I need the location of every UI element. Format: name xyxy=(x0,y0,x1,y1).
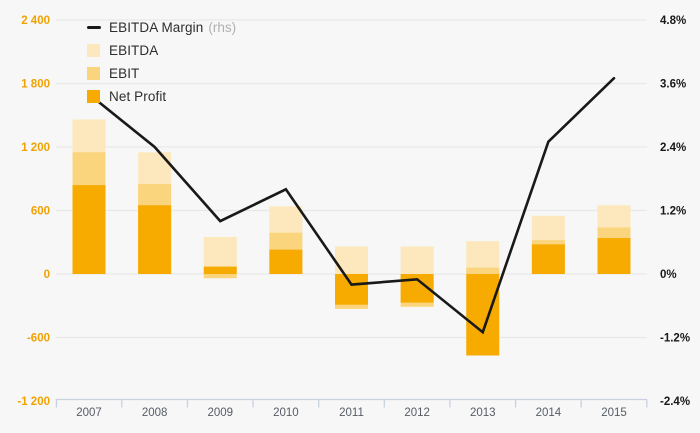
bar-net-profit-2008 xyxy=(138,205,172,274)
legend-label-ebitda-margin: EBITDA Margin xyxy=(109,19,204,35)
x-axis-label-2014: 2014 xyxy=(536,407,562,419)
ebitda-margin-line xyxy=(87,76,616,335)
legend-label-net-profit: Net Profit xyxy=(109,88,167,104)
line-swatch-icon xyxy=(87,25,101,29)
legend-suffix-rhs: (rhs) xyxy=(208,19,237,35)
right-axis-tick-label: 3.6% xyxy=(660,79,686,91)
legend-item-net-profit[interactable]: Net Profit xyxy=(87,88,236,104)
bar-net-profit-2009 xyxy=(203,266,237,274)
bar-net-profit-2014 xyxy=(531,244,565,274)
legend-item-ebit[interactable]: EBIT xyxy=(87,65,236,81)
legend-item-ebitda-margin[interactable]: EBITDA Margin (rhs) xyxy=(87,19,236,35)
net-profit-swatch-icon xyxy=(87,89,100,103)
x-axis-label-2015: 2015 xyxy=(601,407,627,419)
x-axis-label-2011: 2011 xyxy=(339,407,364,419)
x-axis-label-2008: 2008 xyxy=(142,407,168,419)
left-axis-tick-label: 2 400 xyxy=(21,15,50,27)
legend-item-ebitda[interactable]: EBITDA xyxy=(87,42,236,58)
left-axis-tick-label: 0 xyxy=(44,269,50,281)
bar-net-profit-2013 xyxy=(466,274,500,356)
bar-net-profit-2007 xyxy=(72,185,106,274)
right-axis-tick-label: -1.2% xyxy=(660,333,690,345)
left-axis-tick-label: -600 xyxy=(27,333,50,345)
ebit-swatch-icon xyxy=(87,66,100,80)
bar-ebit-2009 xyxy=(203,274,237,279)
x-axis-label-2007: 2007 xyxy=(76,407,102,419)
right-axis-tick-label: 2.4% xyxy=(660,142,686,154)
ebitda-swatch-icon xyxy=(87,43,100,57)
left-axis-tick-label: 1 800 xyxy=(21,79,50,91)
legend-label-ebitda: EBITDA xyxy=(109,42,159,58)
bar-net-profit-2011 xyxy=(335,274,368,305)
bar-net-profit-2010 xyxy=(269,249,303,274)
x-axis-label-2010: 2010 xyxy=(273,407,299,419)
left-axis-tick-label: -1 200 xyxy=(17,396,50,408)
chart-legend: EBITDA Margin (rhs) EBITDA EBIT Net Prof… xyxy=(87,19,236,104)
x-axis-label-2012: 2012 xyxy=(404,407,430,419)
bar-net-profit-2015 xyxy=(597,238,631,274)
legend-label-ebit: EBIT xyxy=(109,65,140,81)
left-axis-tick-label: 600 xyxy=(31,206,50,218)
x-axis-label-2013: 2013 xyxy=(470,407,496,419)
x-axis-label-2009: 2009 xyxy=(207,407,233,419)
left-axis-tick-label: 1 200 xyxy=(21,142,50,154)
right-axis-tick-label: 1.2% xyxy=(660,206,686,218)
right-axis-tick-label: -2.4% xyxy=(660,396,690,408)
bar-ebitda-2012 xyxy=(400,246,434,274)
right-axis-tick-label: 0% xyxy=(660,269,677,281)
right-axis-tick-label: 4.8% xyxy=(660,15,686,27)
bar-ebit-2013 xyxy=(466,267,500,274)
